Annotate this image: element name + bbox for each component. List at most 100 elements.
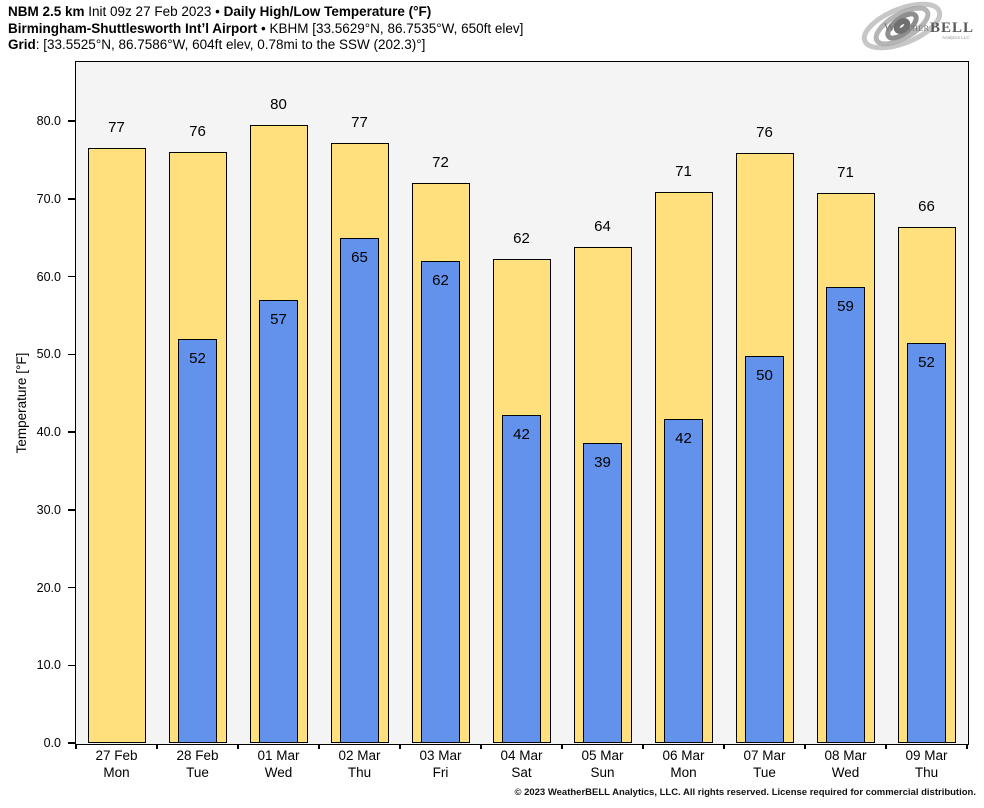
high-value-label: 71 <box>837 163 854 181</box>
high-value-label: 80 <box>270 95 287 113</box>
x-axis-category-label: 02 Mar Thu <box>319 747 400 781</box>
category-day: Thu <box>347 765 372 780</box>
x-axis-category-label: 01 Mar Wed <box>238 747 319 781</box>
category-day: Wed <box>831 765 860 780</box>
y-axis-tick <box>67 198 75 200</box>
x-axis-tick <box>318 743 320 749</box>
low-bar <box>745 355 784 743</box>
bullet-separator: • <box>257 20 270 36</box>
category-date: 08 Mar <box>824 748 867 763</box>
low-bar <box>502 414 541 743</box>
high-bar <box>87 148 146 743</box>
low-bar <box>340 237 379 743</box>
category-date: 02 Mar <box>338 748 381 763</box>
category-date: 27 Feb <box>95 748 138 763</box>
low-value-label: 42 <box>675 429 692 447</box>
low-bar <box>421 261 460 743</box>
x-axis-category-label: 08 Mar Wed <box>805 747 886 781</box>
category-date: 09 Mar <box>905 748 948 763</box>
y-axis-tick <box>67 586 75 589</box>
x-axis-tick <box>642 743 644 749</box>
category-date: 07 Mar <box>743 748 786 763</box>
y-axis-tick <box>67 353 75 356</box>
high-value-label: 71 <box>675 162 692 180</box>
copyright-notice: © 2023 WeatherBELL Analytics, LLC. All r… <box>514 787 976 798</box>
category-date: 05 Mar <box>581 748 624 763</box>
y-axis-tick-label: 80.0 <box>36 114 61 129</box>
x-axis-tick <box>804 743 806 749</box>
category-date: 01 Mar <box>257 748 300 763</box>
low-bar <box>583 442 622 743</box>
x-axis-tick <box>399 743 401 749</box>
category-date: 03 Mar <box>419 748 462 763</box>
x-axis-tick <box>885 743 887 749</box>
y-axis-tick-label: 20.0 <box>36 580 61 595</box>
x-axis-category-label: 03 Mar Fri <box>400 747 481 781</box>
x-axis-category-label: 06 Mar Mon <box>643 747 724 781</box>
y-axis-tick-label: 10.0 <box>36 658 61 673</box>
y-axis-tick-label: 30.0 <box>36 502 61 517</box>
init-time: Init 09z 27 Feb 2023 <box>84 4 216 19</box>
low-bar <box>826 287 865 743</box>
y-axis-tick-label: 40.0 <box>36 425 61 440</box>
chart-header: NBM 2.5 km Init 09z 27 Feb 2023 • Daily … <box>8 4 523 54</box>
logo-bell-text: BELL <box>930 20 974 36</box>
low-value-label: 42 <box>513 425 530 443</box>
category-day: Mon <box>103 765 130 780</box>
low-value-label: 52 <box>918 353 935 371</box>
x-axis-category-label: 09 Mar Thu <box>886 747 967 781</box>
station-name: Birmingham-Shuttlesworth Intʼl Airport <box>8 20 258 36</box>
logo-subtext: Analytics LLC <box>942 35 970 40</box>
category-date: 06 Mar <box>662 748 705 763</box>
product-title: Daily High/Low Temperature (°F) <box>223 4 432 19</box>
x-axis-tick <box>966 743 968 749</box>
station-details: KBHM [33.5629°N, 86.7535°W, 650ft elev] <box>269 20 524 36</box>
category-day: Tue <box>753 765 776 780</box>
high-value-label: 62 <box>513 229 530 247</box>
weatherbell-logo: Weather BELL Analytics LLC <box>861 1 974 51</box>
x-axis-tick <box>480 743 482 749</box>
x-axis-tick <box>561 743 563 749</box>
low-bar <box>907 342 946 743</box>
high-value-label: 64 <box>594 218 611 236</box>
header-line-1: NBM 2.5 km Init 09z 27 Feb 2023 • Daily … <box>8 4 523 21</box>
low-value-label: 52 <box>189 349 206 367</box>
high-value-label: 77 <box>351 113 368 131</box>
y-axis-tick <box>67 275 75 278</box>
x-axis-tick <box>237 743 239 749</box>
category-day: Thu <box>914 765 939 780</box>
low-value-label: 50 <box>756 366 773 384</box>
low-bar <box>259 299 298 743</box>
grid-details: : [33.5525°N, 86.7586°W, 604ft elev, 0.7… <box>35 37 426 52</box>
header-line-3: Grid: [33.5525°N, 86.7586°W, 604ft elev,… <box>8 37 523 54</box>
category-day: Fri <box>432 765 449 780</box>
category-day: Mon <box>670 765 697 780</box>
x-axis-category-label: 05 Mar Sun <box>562 747 643 781</box>
high-value-label: 76 <box>189 123 206 141</box>
low-value-label: 65 <box>351 248 368 266</box>
y-axis-tick-label: 70.0 <box>36 191 61 206</box>
low-value-label: 39 <box>594 453 611 471</box>
category-day: Sun <box>590 765 615 780</box>
grid-label: Grid <box>8 37 36 52</box>
low-value-label: 59 <box>837 298 854 316</box>
high-value-label: 76 <box>756 123 773 141</box>
category-date: 04 Mar <box>500 748 543 763</box>
high-value-label: 72 <box>432 154 449 172</box>
category-day: Tue <box>186 765 209 780</box>
header-line-2: Birmingham-Shuttlesworth Intʼl Airport •… <box>8 21 523 38</box>
low-bar <box>664 418 703 743</box>
x-axis-category-label: 27 Feb Mon <box>76 747 157 781</box>
category-day: Wed <box>264 765 293 780</box>
category-date: 28 Feb <box>176 748 219 763</box>
y-axis-tick <box>67 431 75 433</box>
x-axis-category-label: 28 Feb Tue <box>157 747 238 781</box>
low-bar <box>178 338 217 743</box>
x-axis-category-label: 04 Mar Sat <box>481 747 562 781</box>
category-day: Sat <box>511 765 532 780</box>
hurricane-swirl-icon <box>861 1 943 51</box>
low-value-label: 62 <box>432 272 449 289</box>
logo-weather-text: Weather <box>884 20 930 34</box>
high-value-label: 66 <box>918 197 935 215</box>
